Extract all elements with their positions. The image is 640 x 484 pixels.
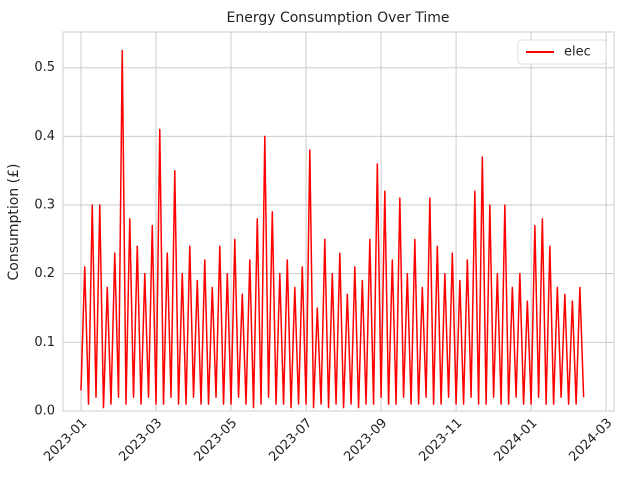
- legend-box: [517, 39, 607, 65]
- x-tick-label: 2023-03: [116, 416, 165, 465]
- x-tick-label: 2023-11: [416, 416, 465, 465]
- x-tick-label: 2023-01: [41, 416, 90, 465]
- y-axis-label: Consumption (£): [6, 163, 22, 280]
- x-tick-label: 2024-03: [566, 416, 615, 465]
- y-tick-label: 0.2: [34, 266, 55, 281]
- y-tick-label: 0.1: [34, 335, 55, 350]
- y-tick-label: 0.0: [34, 404, 55, 419]
- x-tick-label: 2023-09: [341, 416, 390, 465]
- chart-title: Energy Consumption Over Time: [226, 10, 449, 26]
- y-tick-label: 0.3: [34, 198, 55, 213]
- data-line: [80, 49, 585, 409]
- y-tick-label: 0.4: [34, 129, 55, 144]
- x-tick-label: 2024-01: [491, 416, 540, 465]
- x-tick-label: 2023-05: [191, 416, 240, 465]
- y-tick-label: 0.5: [34, 60, 55, 75]
- legend-label: elec: [564, 45, 591, 60]
- x-tick-label: 2023-07: [266, 416, 315, 465]
- plot-frame: [62, 31, 615, 412]
